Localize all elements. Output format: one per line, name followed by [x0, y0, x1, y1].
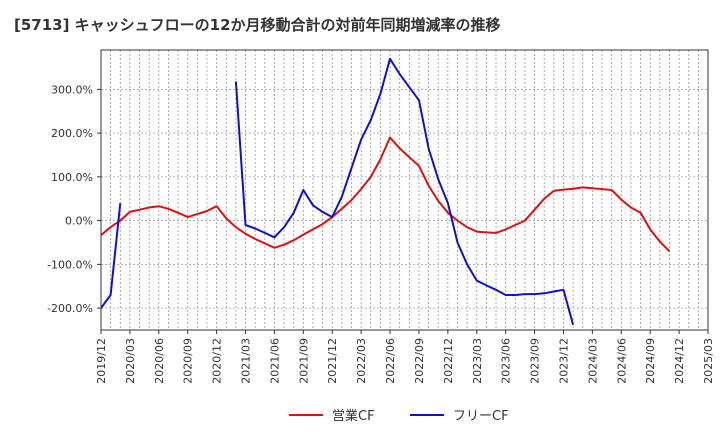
y-tick-label: 200.0%	[51, 127, 93, 140]
x-tick-label: 2021/03	[240, 338, 253, 384]
x-tick-label: 2019/12	[95, 338, 108, 384]
y-tick-label: 0.0%	[65, 215, 93, 228]
x-tick-label: 2023/12	[557, 338, 570, 384]
x-tick-label: 2024/03	[586, 338, 599, 384]
x-tick-label: 2021/06	[268, 338, 281, 384]
x-tick-label: 2020/09	[182, 338, 195, 384]
series-line-free-cf	[234, 57, 575, 326]
y-tick-label: -200.0%	[47, 302, 93, 315]
x-tick-label: 2020/03	[124, 338, 137, 384]
x-tick-label: 2024/06	[615, 338, 628, 384]
x-tick-label: 2022/09	[413, 338, 426, 384]
chart-title: [5713] キャッシュフローの12か月移動合計の対前年同期増減率の推移	[14, 16, 501, 34]
legend-label-operating-cf: 営業CF	[332, 408, 375, 424]
y-tick-label: -100.0%	[47, 258, 93, 271]
plot-border	[100, 49, 709, 331]
x-tick-label: 2025/03	[702, 338, 715, 384]
x-tick-label: 2020/06	[153, 338, 166, 384]
x-tick-label: 2023/09	[529, 338, 542, 384]
x-tick-label: 2022/03	[355, 338, 368, 384]
x-tick-label: 2023/06	[500, 338, 513, 384]
x-tick-label: 2020/12	[211, 338, 224, 384]
x-tick-label: 2022/12	[442, 338, 455, 384]
plot-area	[101, 50, 708, 330]
y-tick-label: 100.0%	[51, 171, 93, 184]
series-line-operating-cf	[100, 136, 671, 253]
series-line-free-cf	[100, 202, 122, 309]
x-tick-label: 2024/12	[673, 338, 686, 384]
legend-label-free-cf: フリーCF	[453, 409, 509, 424]
x-tick-label: 2021/12	[326, 338, 339, 384]
x-tick-label: 2024/09	[644, 338, 657, 384]
x-tick-label: 2022/06	[384, 338, 397, 384]
y-tick-label: 300.0%	[51, 83, 93, 96]
x-tick-label: 2021/09	[297, 338, 310, 384]
x-tick-label: 2023/03	[471, 338, 484, 384]
